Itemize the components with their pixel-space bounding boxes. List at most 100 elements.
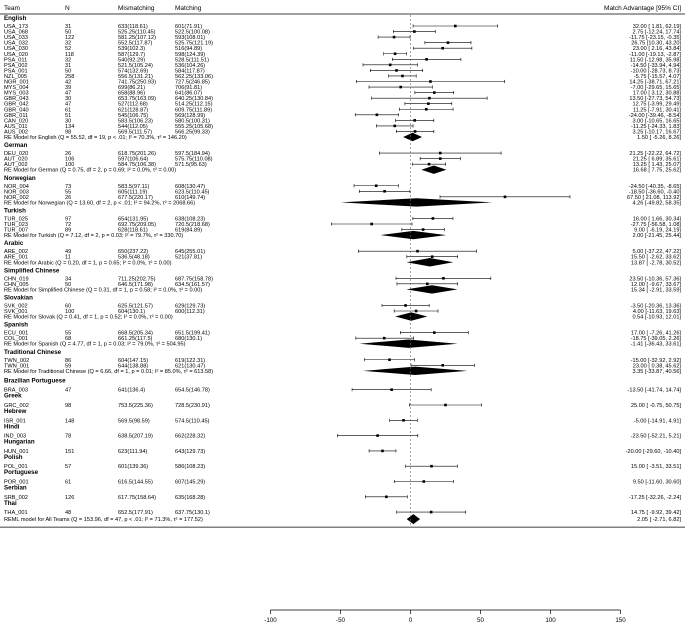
study-n: 60 <box>65 303 71 309</box>
study-matching: 629(129.73) <box>175 303 205 309</box>
study-matching: 687.75(158.78) <box>175 276 213 282</box>
study-row: SVK_002 60 625.5(121.57) 629(129.73) -3.50 [… <box>4 303 681 309</box>
study-ci: 11.50 [-12.98, 35.98] <box>630 57 682 63</box>
study-team: IND_003 <box>4 434 26 440</box>
study-ci: 15.00 [ -3.51, 33.51] <box>631 464 682 470</box>
study-mismatching: 623(111.94) <box>118 449 147 455</box>
study-matching: 571.5(95.63) <box>175 162 207 168</box>
study-n: 61 <box>65 107 71 113</box>
study-row: ECU_001 55 668.5(205.34) 651.5(199.41) 17.00… <box>4 331 681 337</box>
study-n: 68 <box>65 336 71 342</box>
study-n: 126 <box>65 495 74 501</box>
point-estimate <box>428 96 431 100</box>
study-team: CHN_005 <box>4 282 29 288</box>
study-ci: -15.00 [-32.92, 2.92] <box>631 358 682 364</box>
study-team: TUR_007 <box>4 228 28 234</box>
study-row: THA_001 48 652.5(177.91) 637.75(130.1) 14.75… <box>4 510 681 516</box>
study-row: TUR_007 89 628(118.61) 619(84.89) 9.00 [ -6.… <box>4 228 681 234</box>
study-team: GBR_040 <box>4 107 29 113</box>
study-mismatching: 604(147.15) <box>118 358 148 364</box>
study-n: 49 <box>65 249 71 255</box>
study-row: GBR_042 47 527(112.68) 514.25(112.15) 12.75 … <box>4 102 681 108</box>
point-estimate <box>446 41 450 44</box>
language-group: Slovakian SVK_002 60 625.5(121.57) 629(129.7… <box>4 294 681 321</box>
study-matching: 621(130.47) <box>175 363 205 369</box>
study-matching: 584(117.87) <box>175 68 205 74</box>
study-row: GBR_043 30 653.75(163.09) 640.25(130.84) 13.… <box>4 96 681 102</box>
study-row: USA_020 118 587(129.7) 598(124.39) -11.00 [-… <box>4 52 681 58</box>
study-mismatching: 753.5(225.36) <box>118 403 153 409</box>
study-mismatching: 677.5(220.17) <box>118 195 153 201</box>
study-row: MYS_003 47 658(88.96) 641(86.07) 17.00 [ 3.1… <box>4 91 681 97</box>
point-estimate <box>441 364 444 367</box>
group-title: Brazilian Portuguese <box>4 377 66 384</box>
study-n: 32 <box>65 57 71 63</box>
point-estimate <box>416 249 419 253</box>
summary-diamond <box>340 198 493 207</box>
n-column-header: N <box>65 5 70 12</box>
study-n: 47 <box>65 388 71 394</box>
group-title: Simplified Chinese <box>4 267 60 274</box>
group-title: Arabic <box>4 240 24 247</box>
study-team: TWN_002 <box>4 358 29 364</box>
study-matching: 593(108.01) <box>175 35 205 41</box>
point-estimate <box>438 157 442 160</box>
study-mismatching: 569.5(111.57) <box>118 129 152 135</box>
study-team: TUR_023 <box>4 222 28 228</box>
study-ci: 11.25 [-7.91, 30.41] <box>633 107 682 113</box>
language-group: Spanish ECU_001 55 668.5(205.34) 651.5(199.4… <box>4 322 681 348</box>
study-mismatching: 584.75(106.38) <box>118 162 156 168</box>
study-ci: 17.00 [ -7.26, 41.26] <box>631 331 682 337</box>
study-row: USA_173 31 633(118.61) 601(71.91) 32.00 [ 1.… <box>4 24 681 30</box>
study-team: GBR_042 <box>4 102 29 108</box>
overall-label: REML model for All Teams (Q = 153.96, df… <box>4 517 203 523</box>
study-matching: 601(71.91) <box>175 24 202 30</box>
point-estimate <box>413 30 416 33</box>
study-mismatching: 641(136.4) <box>118 388 145 394</box>
study-row: GBR_011 51 545(106.75) 569(128.99) -24.00 [-… <box>4 113 681 119</box>
study-mismatching: 692.75(209.05) <box>118 222 156 228</box>
study-ci: -18.75 [-39.05, 2.26] <box>631 336 682 342</box>
study-n: 97 <box>65 216 71 222</box>
group-title: Hebrew <box>4 408 27 415</box>
axis-tick-label: 0 <box>409 617 413 624</box>
summary-row: RE Model for Slovak (Q = 0.41, df = 1, p… <box>4 312 681 321</box>
study-mismatching: 668.5(205.34) <box>118 331 153 337</box>
study-mismatching: 521.5(105.24) <box>118 63 153 69</box>
study-matching: 562.25(133.06) <box>175 74 213 80</box>
point-estimate <box>441 46 444 50</box>
group-title: German <box>4 142 28 149</box>
study-ci: 5.00 [-37.22, 47.22] <box>632 249 681 255</box>
study-team: AUT_020 <box>4 157 28 163</box>
point-estimate <box>454 24 457 28</box>
study-n: 30 <box>65 118 71 124</box>
study-n: 106 <box>65 157 74 163</box>
point-estimate <box>388 358 391 362</box>
study-matching: 634.5(161.57) <box>175 282 210 288</box>
study-matching: 607(145.29) <box>175 480 205 486</box>
study-row: USA_033 122 581.25(107.12) 593(108.01) -11.7… <box>4 35 681 41</box>
axis-tick-label: -100 <box>264 617 277 624</box>
study-row: USA_030 52 539(102.3) 516(94.89) 23.00 [ 2.1… <box>4 46 681 52</box>
point-estimate <box>385 495 388 499</box>
study-team: POR_001 <box>4 480 29 486</box>
study-ci: 14.25 [-38.71, 67.21] <box>629 80 681 86</box>
overall-ci: 2.05 [ -2.71, 6.82] <box>637 517 681 523</box>
study-ci: 26.75 [10.30, 43.20] <box>631 41 681 47</box>
summary-ci: 13.87 [ -2.78, 30.52] <box>631 260 682 266</box>
study-n: 98 <box>65 129 71 135</box>
summary-ci: 2.00 [-21.45, 25.44] <box>632 233 681 239</box>
point-estimate <box>382 336 386 340</box>
study-row: SRB_002 126 617.75(158.64) 635(168.28) -17.2… <box>4 495 681 501</box>
group-title: Portuguese <box>4 469 39 476</box>
point-estimate <box>393 52 397 56</box>
study-ci: 16.00 [ 1.66, 30.34] <box>633 216 682 222</box>
study-matching: 623.5(110.45) <box>175 189 210 195</box>
group-title: Turkish <box>4 207 26 214</box>
study-matching: 574.5(110.45) <box>175 418 210 424</box>
study-ci: -24.50 [-40.35, -8.65] <box>629 184 682 190</box>
study-team: NOR_002 <box>4 195 29 201</box>
study-row: TUR_025 97 654(131.95) 638(108.23) 16.00 [ 1… <box>4 216 681 222</box>
summary-ci: 16.68 [ 7.75, 25.62] <box>633 168 682 174</box>
